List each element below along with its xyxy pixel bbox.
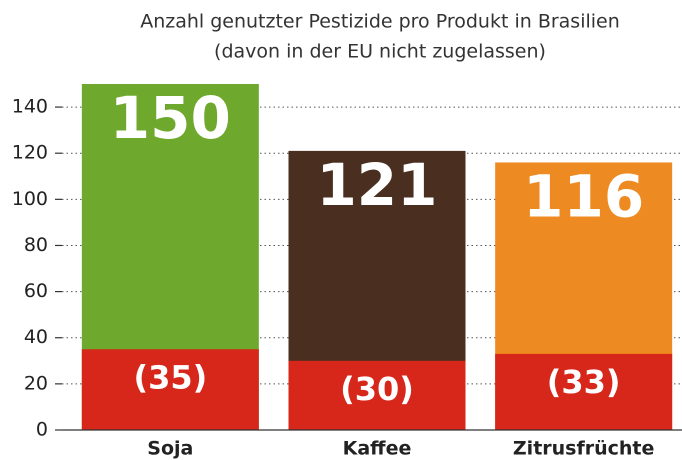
y-tick-label: 140: [12, 96, 48, 118]
y-tick-label: 20: [24, 372, 48, 394]
x-tick-label: Kaffee: [343, 438, 412, 460]
chart-subtitle: (davon in der EU nicht zugelassen): [214, 41, 546, 63]
y-tick-label: 0: [36, 419, 48, 441]
y-tick-label: 40: [24, 326, 48, 348]
value-label: (35): [133, 358, 207, 396]
value-label: 150: [110, 84, 231, 152]
y-tick-label: 60: [24, 280, 48, 302]
y-tick-label: 100: [12, 188, 48, 210]
value-label: (33): [547, 363, 621, 401]
chart: Anzahl genutzter Pestizide pro Produkt i…: [0, 0, 682, 460]
x-tick-label: Zitrusfrüchte: [513, 438, 655, 460]
value-label: (30): [340, 370, 414, 408]
value-label: 116: [523, 163, 644, 231]
chart-title: Anzahl genutzter Pestizide pro Produkt i…: [140, 11, 620, 33]
x-tick-label: Soja: [147, 438, 193, 460]
y-tick-label: 80: [24, 234, 48, 256]
y-tick-label: 120: [12, 142, 48, 164]
value-label: 121: [316, 151, 437, 219]
